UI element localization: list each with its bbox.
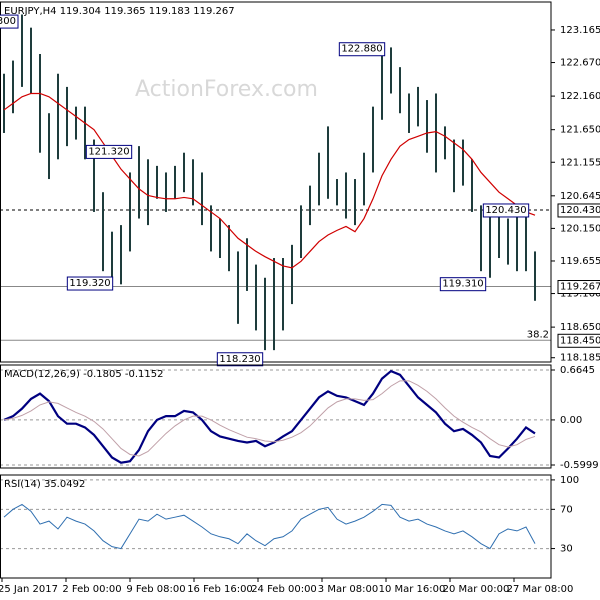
x-tick-label: 27 Mar 08:00 — [507, 584, 574, 595]
y-tick-label: -0.5999 — [560, 460, 599, 471]
pane-title: EURJPY,H4 119.304 119.365 119.183 119.26… — [4, 6, 235, 17]
y-tick-label: 120.645 — [560, 191, 600, 202]
x-tick-label: 2 Feb 00:00 — [62, 584, 121, 595]
y-tick-label: 119.160 — [560, 289, 600, 300]
label-box — [557, 280, 600, 295]
line — [3, 380, 536, 457]
annotation: 123.300 — [0, 16, 16, 27]
label-box — [66, 276, 114, 291]
label-box — [439, 277, 487, 292]
label-box — [216, 352, 264, 367]
label-box — [338, 42, 386, 57]
y-tick-label: 0.00 — [560, 415, 582, 426]
level-label: 119.267 — [560, 282, 600, 293]
x-tick-label: 9 Feb 08:00 — [126, 584, 185, 595]
fib-label: 38.2 — [527, 329, 549, 340]
label-box — [557, 203, 600, 218]
pane-title: MACD(12,26,9) -0.1805 -0.1152 — [4, 369, 164, 380]
pane-frame — [0, 364, 552, 469]
label-box — [482, 203, 530, 218]
line — [3, 92, 536, 269]
y-tick-label: 119.655 — [560, 256, 600, 267]
y-tick-label: 118.185 — [560, 353, 600, 364]
pane-frame — [0, 1, 552, 363]
line — [3, 369, 536, 464]
annotation: 119.320 — [69, 278, 110, 289]
annotation: 121.320 — [88, 146, 129, 157]
watermark: ActionForex.com — [135, 77, 318, 102]
annotation: 119.310 — [442, 279, 483, 290]
y-tick-label: 0.6645 — [560, 365, 595, 376]
pane — [0, 479, 551, 550]
y-tick-label: 118.650 — [560, 322, 600, 333]
x-tick-label: 16 Feb 16:00 — [187, 584, 253, 595]
y-tick-label: 120.150 — [560, 223, 600, 234]
y-tick-label: 121.650 — [560, 125, 600, 136]
y-tick-label: 121.155 — [560, 157, 600, 168]
x-tick-label: 25 Jan 2017 — [0, 584, 58, 595]
y-tick-label: 100 — [560, 475, 579, 486]
pane-frame — [0, 474, 552, 579]
annotation: 122.880 — [341, 44, 382, 55]
pane — [0, 369, 551, 466]
pane-title: RSI(14) 35.0492 — [4, 479, 85, 490]
x-tick-label: 10 Mar 16:00 — [379, 584, 446, 595]
y-tick-label: 122.160 — [560, 91, 600, 102]
x-tick-label: 24 Feb 00:00 — [251, 584, 317, 595]
label-box — [85, 144, 133, 159]
label-box — [557, 333, 600, 348]
level-label: 118.450 — [560, 335, 600, 346]
line — [3, 503, 536, 550]
annotation: 118.230 — [219, 354, 260, 365]
label-box — [0, 14, 19, 29]
pane — [0, 14, 551, 351]
level-label: 120.430 — [560, 205, 600, 216]
annotation: 120.430 — [485, 205, 526, 216]
y-tick-label: 70 — [560, 504, 573, 515]
y-tick-label: 123.165 — [560, 25, 600, 36]
y-tick-label: 30 — [560, 544, 573, 555]
x-tick-label: 3 Mar 08:00 — [318, 584, 378, 595]
x-tick-label: 20 Mar 00:00 — [443, 584, 510, 595]
y-tick-label: 122.670 — [560, 58, 600, 69]
